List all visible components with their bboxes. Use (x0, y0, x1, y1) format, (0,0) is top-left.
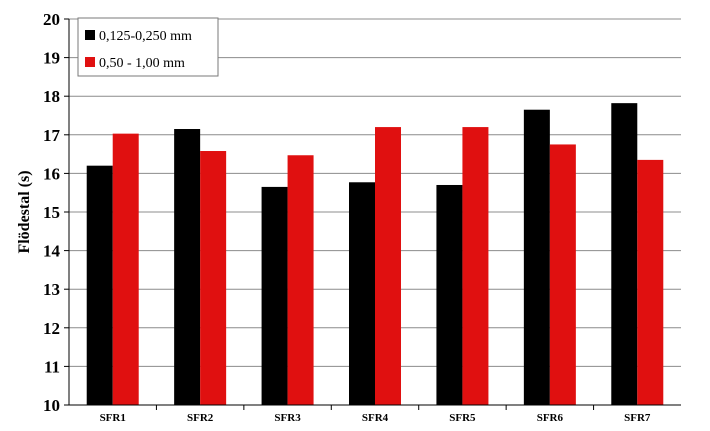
bar-series-2-sfr5 (462, 127, 489, 405)
bar-series-2-sfr7 (637, 159, 664, 405)
y-tick-label: 14 (43, 242, 61, 261)
x-tick-label: SFR1 (100, 412, 126, 424)
x-tick-label: SFR3 (274, 412, 301, 424)
y-tick-label: 17 (43, 126, 61, 145)
x-tick-label: SFR7 (624, 412, 651, 424)
bar-series-2-sfr1 (112, 133, 139, 405)
y-tick-label: 19 (43, 49, 60, 68)
y-tick-label: 20 (43, 10, 60, 29)
y-tick-label: 12 (43, 319, 60, 338)
y-tick-label: 13 (43, 280, 60, 299)
legend-swatch-series-1 (85, 30, 95, 40)
x-tick-label: SFR6 (537, 412, 564, 424)
legend: 0,125-0,250 mm 0,50 - 1,00 mm (77, 17, 219, 77)
x-tick-label: SFR4 (362, 412, 389, 424)
y-tick-label: 15 (43, 203, 60, 222)
legend-label-series-1: 0,125-0,250 mm (99, 29, 192, 44)
bars (86, 103, 664, 406)
bar-series-2-sfr4 (375, 127, 401, 405)
bar-series-1-sfr2 (174, 129, 201, 405)
y-tick-label: 10 (43, 396, 60, 415)
x-tick-label: SFR2 (187, 412, 214, 424)
bar-series-2-sfr6 (549, 144, 576, 405)
legend-box (77, 17, 219, 77)
bar-series-1-sfr3 (261, 186, 288, 405)
legend-swatch-series-2 (85, 57, 95, 67)
y-tick-labels: 10 11 12 13 14 15 16 17 18 19 20 (43, 10, 69, 415)
x-tick-label: SFR5 (449, 412, 476, 424)
bar-series-1-sfr6 (523, 109, 550, 406)
bar-series-1-sfr4 (349, 182, 375, 405)
bar-series-2-sfr2 (200, 151, 227, 405)
y-axis-label: Flödestal (s) (16, 170, 33, 253)
bar-series-1-sfr5 (436, 184, 463, 405)
y-tick-label: 16 (43, 164, 60, 183)
x-tick-labels: SFR1 SFR2 SFR3 SFR4 SFR5 SFR6 SFR7 (100, 405, 651, 424)
y-tick-label: 11 (44, 357, 60, 376)
bar-series-1-sfr1 (86, 165, 113, 405)
legend-label-series-2: 0,50 - 1,00 mm (99, 56, 185, 71)
bar-series-1-sfr7 (611, 103, 638, 405)
y-tick-label: 18 (43, 87, 60, 106)
bar-series-2-sfr3 (287, 155, 314, 405)
